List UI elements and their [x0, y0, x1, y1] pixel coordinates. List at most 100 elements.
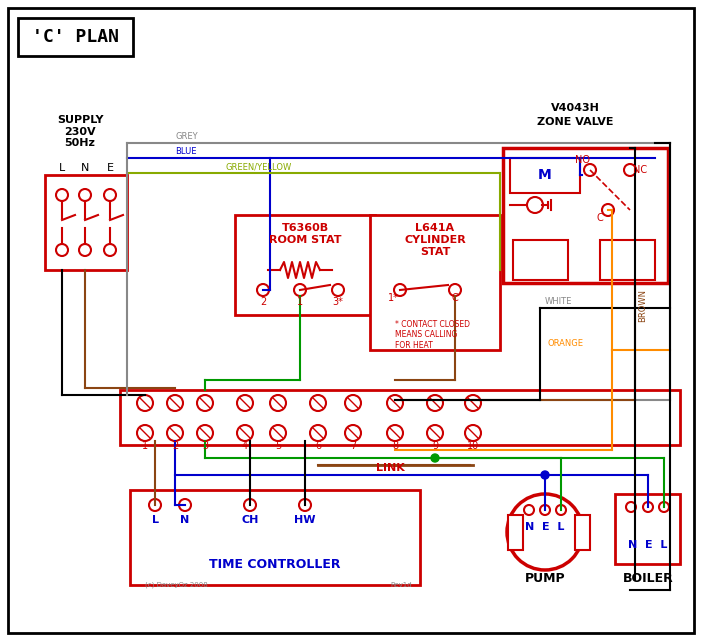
Text: V4043H: V4043H [550, 103, 600, 113]
Text: 7: 7 [350, 441, 356, 451]
Circle shape [237, 395, 253, 411]
Circle shape [56, 189, 68, 201]
Text: 6: 6 [315, 441, 321, 451]
Bar [615, 494, 680, 564]
Circle shape [465, 395, 481, 411]
Text: NO: NO [576, 155, 590, 165]
Circle shape [257, 284, 269, 296]
Circle shape [345, 395, 361, 411]
Text: 9: 9 [432, 441, 438, 451]
Text: ORANGE: ORANGE [548, 339, 584, 348]
Circle shape [137, 425, 153, 441]
Text: N: N [180, 515, 190, 525]
Circle shape [584, 164, 596, 176]
Circle shape [659, 502, 669, 512]
Circle shape [149, 499, 161, 511]
Text: (c) DaveyOz 2008: (c) DaveyOz 2008 [145, 582, 208, 588]
Text: ZONE VALVE: ZONE VALVE [537, 117, 614, 127]
Text: L: L [59, 163, 65, 173]
Text: TIME CONTROLLER: TIME CONTROLLER [209, 558, 340, 572]
Circle shape [643, 502, 653, 512]
Circle shape [507, 494, 583, 570]
Text: NC: NC [633, 165, 647, 175]
Bar [45, 175, 127, 270]
Bar [600, 240, 655, 280]
Circle shape [465, 425, 481, 441]
Circle shape [299, 499, 311, 511]
Circle shape [332, 284, 344, 296]
Bar [120, 390, 680, 445]
Circle shape [624, 164, 636, 176]
Circle shape [56, 244, 68, 256]
Text: N  E  L: N E L [628, 540, 668, 550]
Circle shape [137, 395, 153, 411]
Text: C: C [451, 293, 458, 303]
Circle shape [167, 395, 183, 411]
Text: CH: CH [241, 515, 259, 525]
Circle shape [244, 499, 256, 511]
Circle shape [197, 395, 213, 411]
Circle shape [179, 499, 191, 511]
Text: 1: 1 [142, 441, 148, 451]
Bar [575, 515, 590, 550]
Circle shape [449, 284, 461, 296]
Text: 10: 10 [467, 441, 479, 451]
Text: SUPPLY
230V
50Hz: SUPPLY 230V 50Hz [57, 115, 103, 148]
Circle shape [197, 425, 213, 441]
Circle shape [524, 505, 534, 515]
Bar [130, 490, 420, 585]
Text: * CONTACT CLOSED
MEANS CALLING
FOR HEAT: * CONTACT CLOSED MEANS CALLING FOR HEAT [395, 320, 470, 350]
Bar [508, 515, 523, 550]
Text: Rev1d: Rev1d [390, 582, 411, 588]
Circle shape [104, 189, 116, 201]
Circle shape [540, 505, 550, 515]
Text: L: L [152, 515, 159, 525]
Circle shape [394, 284, 406, 296]
Text: E: E [107, 163, 114, 173]
Text: M: M [538, 168, 552, 182]
Text: 8: 8 [392, 441, 398, 451]
Text: 1: 1 [297, 297, 303, 307]
Text: L641A: L641A [416, 223, 455, 233]
Circle shape [427, 395, 443, 411]
Text: GREEN/YELLOW: GREEN/YELLOW [225, 162, 291, 171]
Circle shape [556, 505, 566, 515]
Text: HW: HW [294, 515, 316, 525]
Circle shape [541, 471, 549, 479]
Text: N  E  L: N E L [525, 522, 564, 532]
Text: 4: 4 [242, 441, 248, 451]
Text: BOILER: BOILER [623, 572, 673, 585]
Circle shape [294, 284, 306, 296]
Circle shape [310, 395, 326, 411]
Circle shape [104, 244, 116, 256]
Text: PUMP: PUMP [524, 572, 565, 585]
Text: GREY: GREY [175, 132, 198, 141]
Text: ROOM STAT: ROOM STAT [269, 235, 341, 245]
Text: LINK: LINK [376, 463, 404, 473]
Circle shape [79, 244, 91, 256]
Circle shape [527, 197, 543, 213]
Bar [18, 18, 133, 56]
Bar [510, 158, 580, 193]
Text: BROWN: BROWN [638, 289, 647, 322]
Bar [235, 215, 375, 315]
Text: T6360B: T6360B [282, 223, 329, 233]
Bar [370, 215, 500, 350]
Circle shape [431, 454, 439, 462]
Text: 2: 2 [260, 297, 266, 307]
Text: 1*: 1* [388, 293, 399, 303]
Circle shape [79, 189, 91, 201]
Text: 3*: 3* [333, 297, 343, 307]
Text: BLUE: BLUE [175, 147, 197, 156]
Bar [503, 148, 668, 283]
Circle shape [270, 425, 286, 441]
Text: 'C' PLAN: 'C' PLAN [32, 28, 119, 46]
Text: 2: 2 [172, 441, 178, 451]
Text: 5: 5 [275, 441, 281, 451]
Circle shape [345, 425, 361, 441]
Text: STAT: STAT [420, 247, 450, 257]
Text: CYLINDER: CYLINDER [404, 235, 466, 245]
Bar [513, 240, 568, 280]
Circle shape [237, 425, 253, 441]
Text: WHITE: WHITE [545, 297, 572, 306]
